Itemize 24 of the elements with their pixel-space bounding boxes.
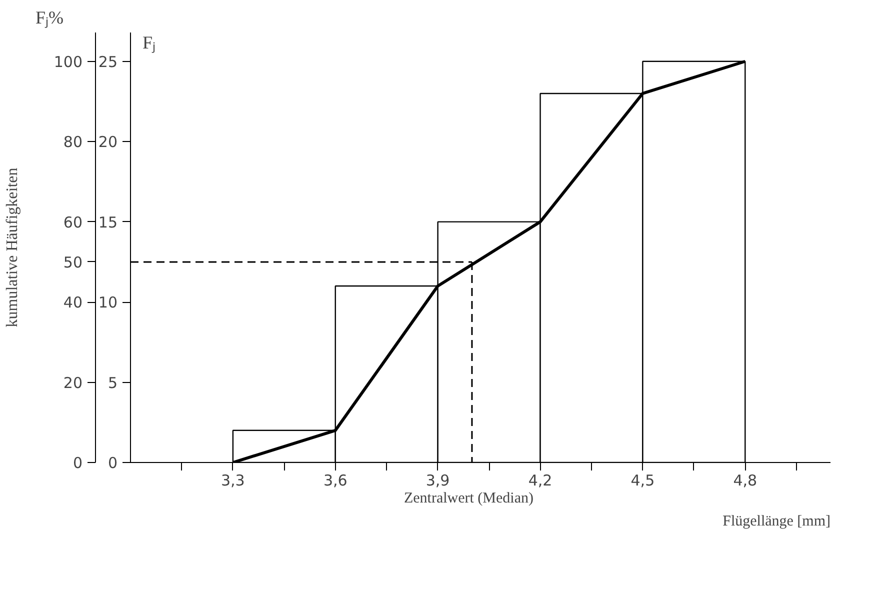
y2-axis-title: kumulative Häufigkeiten bbox=[4, 168, 21, 328]
y-tick-label: 10 bbox=[98, 294, 118, 312]
y-tick-label: 20 bbox=[98, 133, 118, 152]
y2-tick-label: 80 bbox=[63, 133, 83, 152]
y-tick-label: 0 bbox=[108, 454, 118, 472]
x-tick-label: 3,9 bbox=[426, 472, 450, 490]
y2-tick-label: 100 bbox=[54, 52, 83, 71]
x-axis-title: Flügellänge [mm] bbox=[722, 514, 831, 530]
text: Fⱼ% bbox=[36, 8, 64, 28]
y-tick-label: 15 bbox=[98, 213, 118, 232]
x-tick-label: 4,8 bbox=[733, 472, 758, 490]
x-tick-label: 3,3 bbox=[221, 472, 245, 490]
y2-tick-label: 60 bbox=[63, 213, 83, 232]
x-tick-label: 4,5 bbox=[630, 472, 655, 490]
y2-tick-label: 0 bbox=[72, 454, 83, 472]
y-tick-label: 5 bbox=[108, 374, 118, 392]
y2-tick-label: 40 bbox=[63, 294, 83, 312]
y-axis-title: Fⱼ bbox=[142, 32, 156, 54]
ref-line-label: Zentralwert (Median) bbox=[404, 490, 534, 506]
x-tick-label: 4,2 bbox=[528, 472, 552, 490]
y-tick-label: 25 bbox=[98, 52, 118, 71]
x-tick-label: 3,6 bbox=[323, 472, 348, 490]
y2-tick-label: 20 bbox=[63, 374, 83, 392]
y2-tick-label: 50 bbox=[63, 253, 83, 272]
